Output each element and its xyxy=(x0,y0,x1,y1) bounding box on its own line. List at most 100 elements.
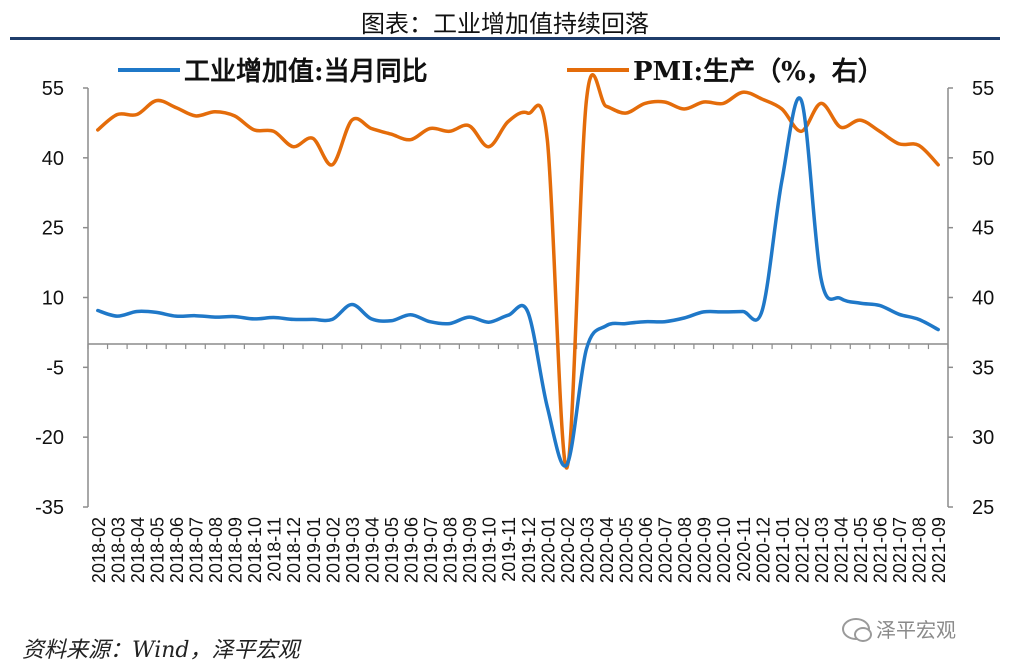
data-point-industrial-value-added xyxy=(937,329,939,331)
left-tick-label: 25 xyxy=(42,218,64,240)
right-tick-label: 25 xyxy=(972,497,994,519)
data-point-pmi-production xyxy=(488,146,490,148)
data-point-pmi-production xyxy=(390,133,392,135)
data-point-industrial-value-added xyxy=(312,319,314,321)
data-point-industrial-value-added xyxy=(371,318,373,320)
data-point-industrial-value-added xyxy=(703,311,705,313)
data-point-pmi-production xyxy=(527,112,529,114)
data-point-industrial-value-added xyxy=(253,318,255,320)
data-point-industrial-value-added xyxy=(605,325,607,327)
x-tick-label: 2019-11 xyxy=(499,517,519,582)
data-point-industrial-value-added xyxy=(449,323,451,325)
x-tick-label: 2020-02 xyxy=(558,517,578,583)
x-tick-label: 2021-03 xyxy=(812,517,832,583)
x-tick-label: 2020-05 xyxy=(617,517,637,583)
source-note: 资料来源：Wind，泽平宏观 xyxy=(22,638,300,663)
watermark-text: 泽平宏观 xyxy=(876,618,956,642)
data-point-pmi-production xyxy=(683,108,685,110)
chart-title: 图表：工业增加值持续回落 xyxy=(361,10,649,38)
data-point-industrial-value-added xyxy=(117,315,119,317)
data-point-industrial-value-added xyxy=(390,320,392,322)
x-tick-label: 2018-02 xyxy=(89,517,109,583)
right-tick-label: 30 xyxy=(972,427,994,449)
x-tick-label: 2020-09 xyxy=(695,517,715,583)
data-point-industrial-value-added xyxy=(722,311,724,313)
x-tick-label: 2019-04 xyxy=(362,517,382,583)
x-tick-label: 2019-09 xyxy=(460,517,480,583)
data-point-industrial-value-added xyxy=(859,302,861,304)
left-tick-label: -5 xyxy=(46,357,64,379)
data-point-pmi-production xyxy=(97,129,99,131)
data-point-industrial-value-added xyxy=(429,321,431,323)
legend: 工业增加值:当月同比 PMI:生产（%，右） xyxy=(118,56,884,87)
x-tick-label: 2021-01 xyxy=(773,517,793,583)
data-point-pmi-production xyxy=(468,125,470,127)
x-tick-label: 2021-08 xyxy=(910,517,930,583)
data-point-industrial-value-added xyxy=(273,317,275,319)
data-point-pmi-production xyxy=(136,114,138,116)
data-point-industrial-value-added xyxy=(214,316,216,318)
data-point-industrial-value-added xyxy=(840,298,842,300)
data-point-industrial-value-added xyxy=(97,310,99,312)
data-point-pmi-production xyxy=(742,91,744,93)
x-tick-label: 2020-07 xyxy=(656,517,676,583)
data-point-pmi-production xyxy=(937,164,939,166)
data-point-pmi-production xyxy=(312,137,314,139)
x-tick-label: 2018-05 xyxy=(147,517,167,583)
data-point-industrial-value-added xyxy=(781,180,783,182)
data-point-pmi-production xyxy=(253,129,255,131)
title-rule xyxy=(10,37,1000,40)
data-point-pmi-production xyxy=(762,98,764,100)
data-point-industrial-value-added xyxy=(292,319,294,321)
right-tick-label: 55 xyxy=(972,78,994,100)
left-tick-label: -20 xyxy=(35,427,64,449)
x-tick-label: 2021-04 xyxy=(832,517,852,583)
data-point-pmi-production xyxy=(840,126,842,128)
data-point-industrial-value-added xyxy=(136,311,138,313)
data-point-industrial-value-added xyxy=(742,311,744,313)
wechat-icon xyxy=(842,617,872,642)
left-tick-label: 55 xyxy=(42,78,64,100)
x-tick-label: 2019-10 xyxy=(480,517,500,583)
data-point-pmi-production xyxy=(664,101,666,103)
x-tick-label: 2020-04 xyxy=(597,517,617,583)
x-tick-label: 2020-12 xyxy=(753,517,773,583)
x-tick-label: 2018-09 xyxy=(226,517,246,583)
data-point-industrial-value-added xyxy=(351,304,353,306)
x-tick-label: 2021-07 xyxy=(890,517,910,583)
data-point-pmi-production xyxy=(898,143,900,145)
right-tick-label: 45 xyxy=(972,218,994,240)
series-line-industrial-value-added xyxy=(96,96,940,468)
data-point-industrial-value-added xyxy=(156,312,158,314)
legend-label-pmi-production: PMI:生产（%，右） xyxy=(633,57,884,87)
data-point-industrial-value-added xyxy=(879,305,881,307)
data-point-industrial-value-added xyxy=(527,311,529,313)
series-line-pmi-production xyxy=(96,73,940,470)
x-tick-label: 2019-07 xyxy=(421,517,441,583)
data-point-industrial-value-added xyxy=(625,323,627,325)
x-tick-label: 2021-09 xyxy=(929,517,949,583)
x-tick-label: 2021-02 xyxy=(792,517,812,583)
series-layer xyxy=(96,73,940,470)
x-tick-label: 2020-08 xyxy=(675,517,695,583)
data-point-pmi-production xyxy=(332,164,334,166)
data-point-industrial-value-added xyxy=(644,321,646,323)
data-point-pmi-production xyxy=(410,139,412,141)
x-tick-label: 2020-10 xyxy=(714,517,734,583)
x-tick-label: 2019-05 xyxy=(382,517,402,583)
x-tick-label: 2020-01 xyxy=(538,517,558,583)
x-tick-label: 2019-08 xyxy=(441,517,461,583)
x-tick-label: 2021-06 xyxy=(871,517,891,583)
x-tick-label: 2018-10 xyxy=(245,517,265,583)
data-point-pmi-production xyxy=(214,111,216,113)
left-tick-label: -35 xyxy=(35,497,64,519)
x-tick-label: 2018-06 xyxy=(167,517,187,583)
right-tick-label: 40 xyxy=(972,288,994,310)
data-point-pmi-production xyxy=(234,115,236,117)
left-tick-label: 10 xyxy=(42,288,64,310)
x-tick-label: 2018-11 xyxy=(265,517,285,582)
x-tick-label: 2018-03 xyxy=(108,517,128,583)
x-tick-label: 2020-06 xyxy=(636,517,656,583)
